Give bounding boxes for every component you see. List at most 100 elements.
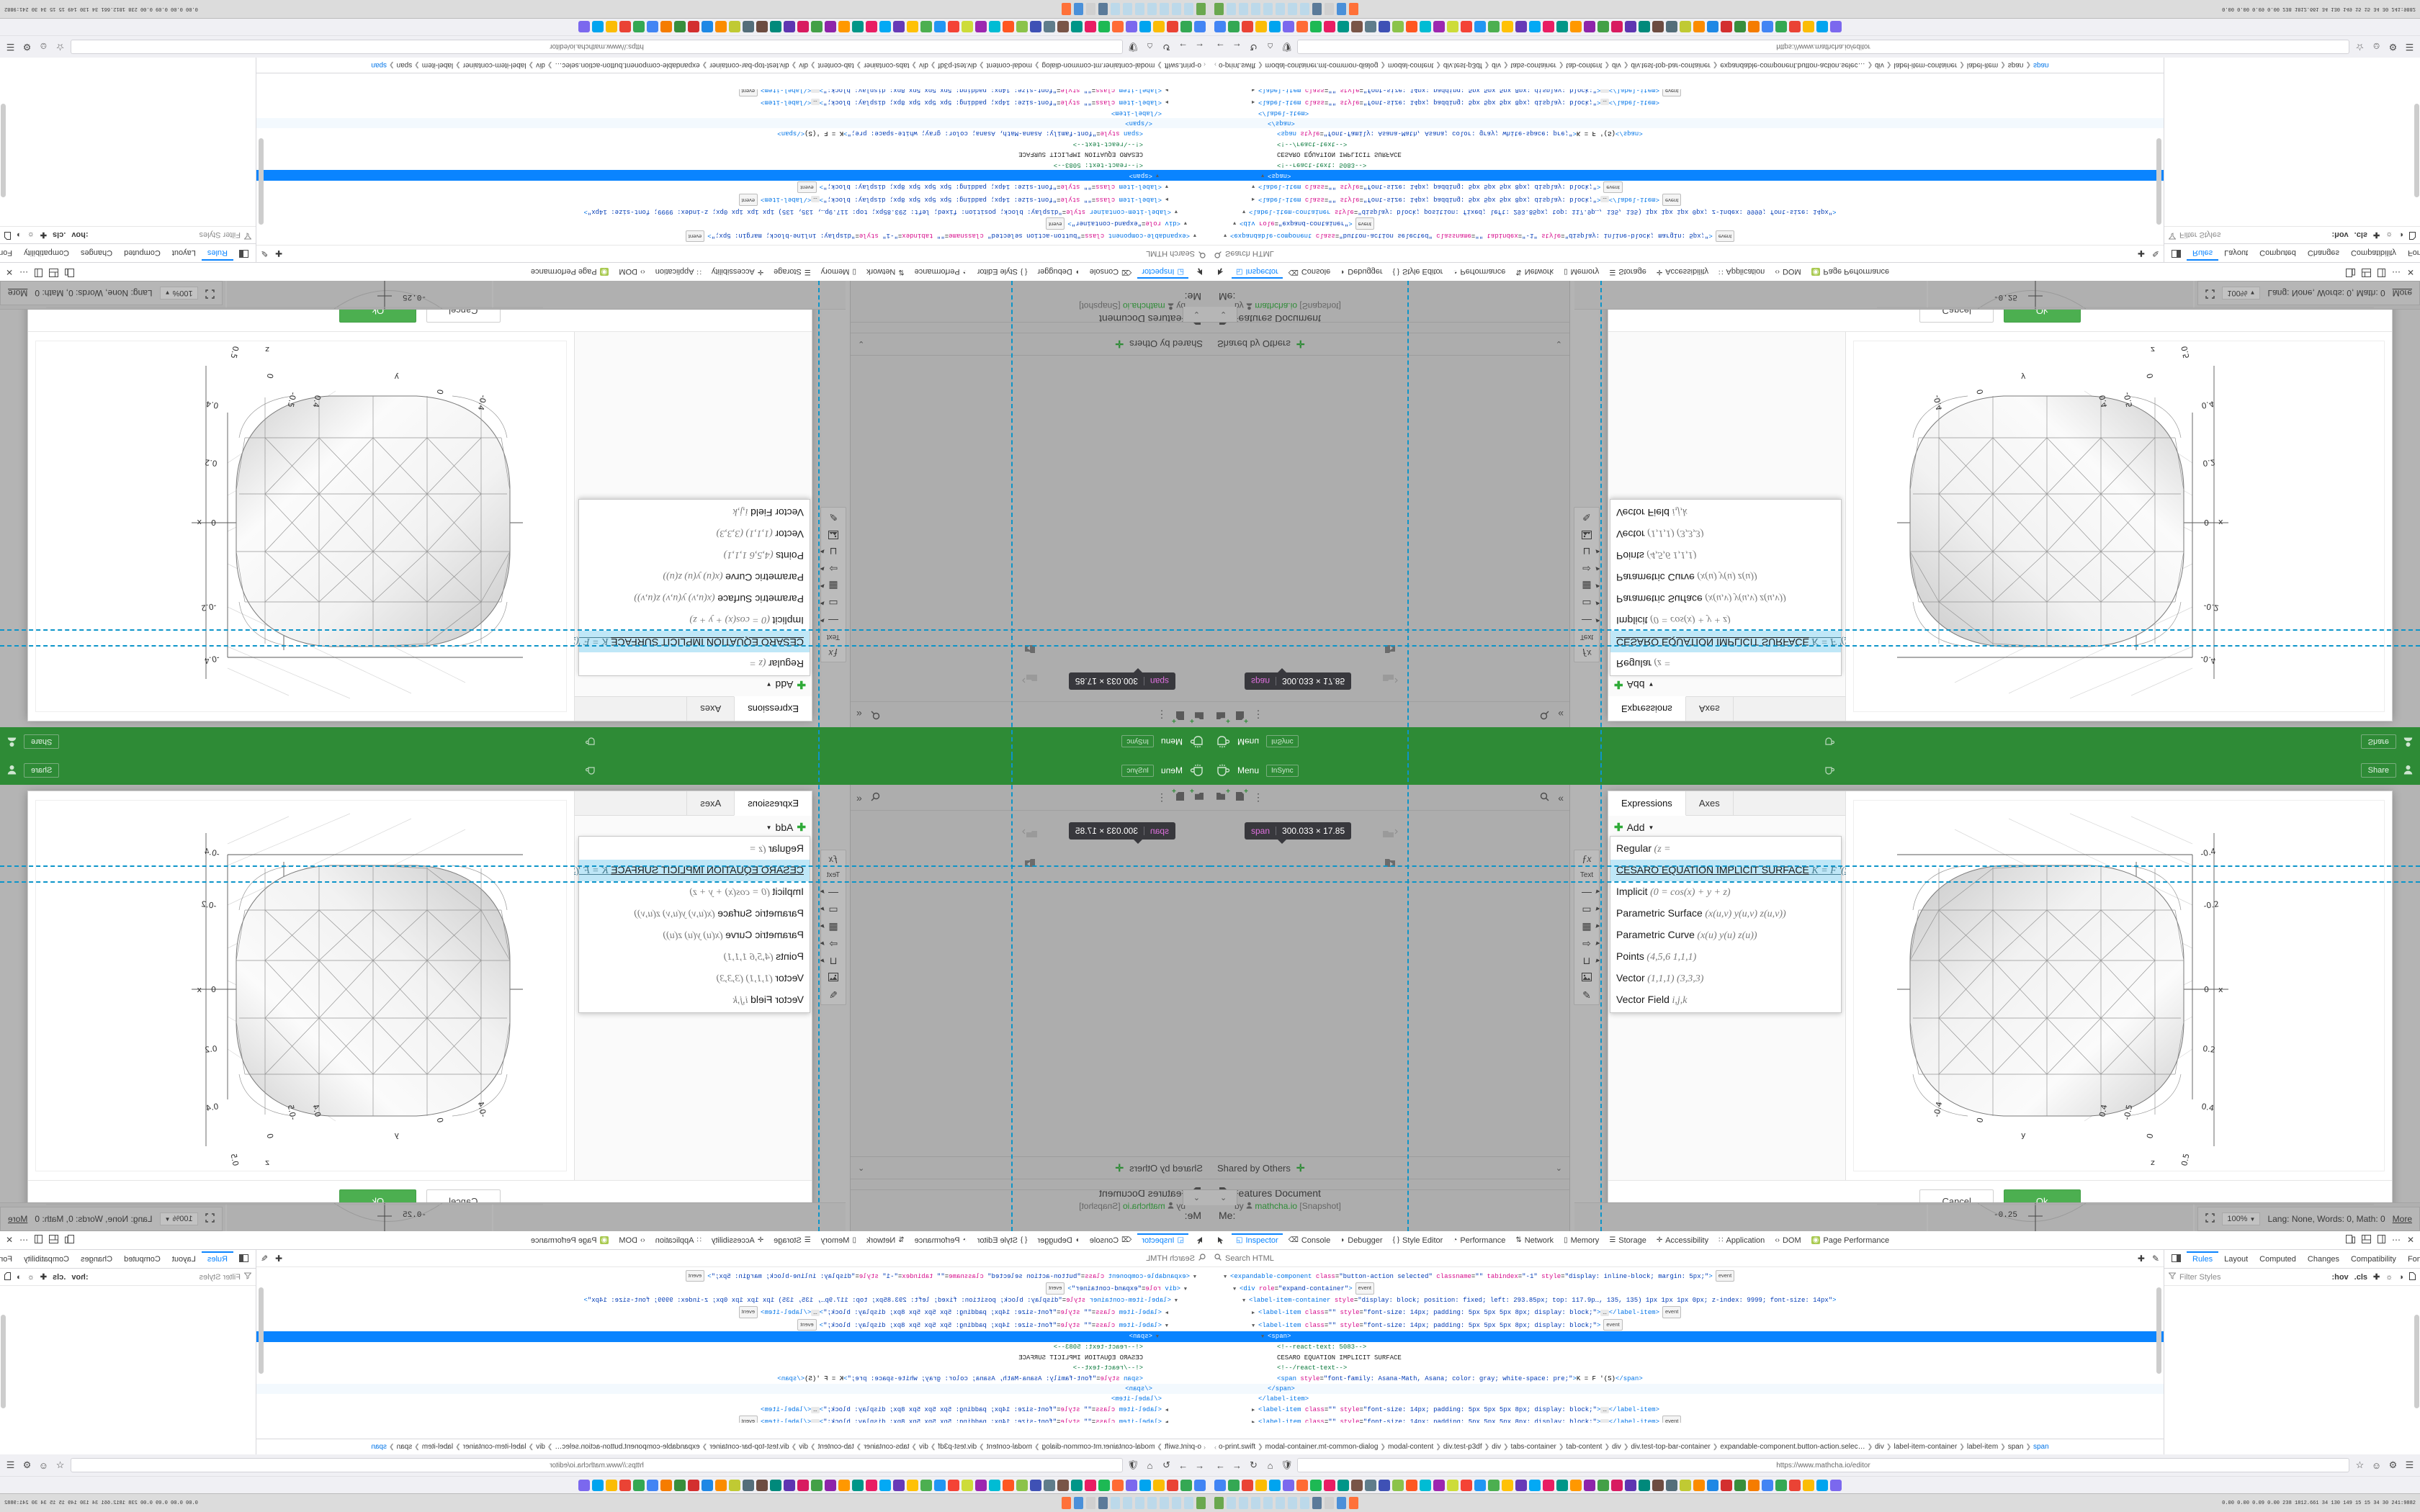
rules-scrollbar[interactable] [2414, 104, 2419, 197]
bookmark-favicon-icon[interactable] [606, 1479, 617, 1491]
expand-triangle-icon[interactable]: ▶ [1252, 1418, 1258, 1423]
bookmark-favicon-icon[interactable] [920, 21, 932, 33]
bookmark-favicon-icon[interactable] [1474, 1479, 1486, 1491]
filter-styles-input[interactable]: Filter Styles [199, 1272, 241, 1282]
close-icon[interactable]: ✕ [2406, 267, 2414, 277]
bookmark-favicon-icon[interactable] [1139, 1479, 1151, 1491]
breadcrumb-item[interactable]: label-item [421, 1443, 454, 1451]
arrow-tool-icon[interactable]: ⇨ ▶ [1582, 563, 1600, 575]
bookmark-favicon-icon[interactable] [1085, 21, 1096, 33]
dom-tree-line[interactable]: ▶<label-item class="" style="font-size: … [256, 1416, 1210, 1423]
devtools-tab-application[interactable]: ∷ Application [651, 265, 706, 279]
expand-triangle-icon[interactable]: ▼ [1155, 171, 1159, 178]
grid-tool-icon[interactable]: ▦ ▶ [820, 580, 838, 592]
bookmark-favicon-icon[interactable] [1639, 21, 1650, 33]
breadcrumb-item[interactable]: modal-container.mt-common-dialog [1265, 1443, 1379, 1451]
element-picker-icon[interactable] [1190, 265, 1207, 279]
dom-tree-line[interactable]: <span style="font-family: Asana-Math, As… [1277, 130, 1643, 138]
hover-pseudo-button[interactable]: :hov [2331, 230, 2349, 240]
devtools-tab-application[interactable]: ∷ Application [1714, 265, 1769, 279]
dom-tree-line[interactable]: ▼<label-item class="" style="font-size: … [256, 1318, 1210, 1331]
bookmark-favicon-icon[interactable] [688, 21, 699, 33]
address-bar[interactable]: https://www.mathcha.io/editor [71, 1458, 1123, 1472]
devtools-tab-storage[interactable]: ☰ Storage [769, 1233, 815, 1248]
bookmark-favicon-icon[interactable] [838, 21, 850, 33]
taskbar-window-button[interactable] [1288, 1497, 1297, 1509]
responsive-design-icon[interactable] [2345, 1235, 2355, 1246]
line-tool-icon[interactable]: — ▶ [1582, 886, 1600, 897]
bookmark-favicon-icon[interactable] [1392, 1479, 1404, 1491]
chevrons-left-icon[interactable]: « [1558, 708, 1564, 721]
expression-option-implicit[interactable]: Implicit (0 = cos(x) + y + z) [1610, 609, 1841, 631]
pencil-icon[interactable]: ✎ [261, 248, 269, 259]
event-badge[interactable]: event [1355, 217, 1375, 230]
bookmark-favicon-icon[interactable] [1666, 21, 1677, 33]
search-input[interactable]: Search HTML [1225, 249, 1274, 258]
bookmark-favicon-icon[interactable] [1242, 21, 1253, 33]
expression-option-points[interactable]: Points (4,5,6 1,1,1) [579, 946, 810, 968]
pencil-icon[interactable]: ✎ [2151, 248, 2159, 259]
bookmark-favicon-icon[interactable] [1652, 1479, 1664, 1491]
star-icon[interactable]: ☆ [55, 1459, 65, 1470]
breadcrumb-scroll-left-icon[interactable]: ‹ [1214, 1443, 1216, 1451]
shared-by-others-header[interactable]: Shared by Others ✛ ⌄ [1210, 1156, 1569, 1179]
taskbar-window-button[interactable] [1276, 3, 1285, 15]
rectangle-tool-icon[interactable]: ▭ ▶ [820, 903, 838, 914]
breadcrumb-item[interactable]: div [799, 1443, 808, 1451]
split-console-icon[interactable] [2361, 1235, 2371, 1246]
chevrons-left-icon[interactable]: « [856, 708, 862, 721]
dom-tree-line[interactable]: CESARO EQUATION IMPLICIT SURFACE [1277, 1354, 1402, 1362]
expression-option-implicit[interactable]: Implicit (0 = cos(x) + y + z) [579, 609, 810, 631]
bookmark-favicon-icon[interactable] [1707, 1479, 1718, 1491]
bookmark-favicon-icon[interactable] [1639, 1479, 1650, 1491]
expand-triangle-icon[interactable]: ▶ [1165, 195, 1168, 202]
expand-triangle-icon[interactable]: ▼ [1233, 1287, 1237, 1293]
split-console-icon[interactable] [49, 266, 59, 277]
bookmark-favicon-icon[interactable] [702, 21, 713, 33]
bookmark-favicon-icon[interactable] [1447, 1479, 1458, 1491]
rules-tab-fonts[interactable]: Fonts [0, 248, 13, 258]
breadcrumb-item[interactable]: div [919, 61, 928, 69]
taskbar-window-button[interactable] [1349, 3, 1358, 15]
bookmark-favicon-icon[interactable] [1406, 1479, 1417, 1491]
fullscreen-icon[interactable] [205, 1213, 215, 1225]
breadcrumb-item[interactable]: span [396, 61, 413, 69]
breadcrumb[interactable]: ‹ o-print.swift ❯ modal-container.mt-common… [1210, 1439, 2164, 1454]
meatball-menu-icon[interactable]: ⋯ [2391, 1235, 2401, 1245]
expression-option-regular[interactable]: Regular (z = [1610, 652, 1841, 674]
event-badge[interactable]: event [1662, 1416, 1682, 1423]
bookmark-favicon-icon[interactable] [825, 1479, 836, 1491]
tab-expressions[interactable]: Expressions [1608, 791, 1686, 816]
reload-icon[interactable]: ↻ [1162, 1459, 1170, 1470]
bookmark-favicon-icon[interactable] [811, 21, 823, 33]
devtools-tab-storage[interactable]: ☰ Storage [1605, 265, 1651, 279]
bookmark-favicon-icon[interactable] [1228, 1479, 1240, 1491]
bookmark-favicon-icon[interactable] [1570, 1479, 1582, 1491]
bookmark-favicon-icon[interactable] [1030, 21, 1041, 33]
share-button[interactable]: Share [2360, 763, 2396, 778]
bookmark-favicon-icon[interactable] [948, 1479, 959, 1491]
dom-tree-line[interactable]: </span> [1210, 117, 2164, 128]
bookmark-favicon-icon[interactable] [1255, 1479, 1267, 1491]
devtools-tab-debugger[interactable]: ◗ Debugger [1336, 1233, 1386, 1248]
chevrons-down-icon[interactable]: ⌄ [1210, 307, 1238, 322]
bookmark-favicon-icon[interactable] [1112, 21, 1124, 33]
expression-option-vector[interactable]: Vector (1,1,1) (3,3,3) [1610, 523, 1841, 544]
bookmark-favicon-icon[interactable] [1392, 21, 1404, 33]
breadcrumb-item[interactable]: div.test-top-bar-container [1631, 61, 1711, 69]
filter-styles-input[interactable]: Filter Styles [199, 230, 241, 240]
rules-tab-rules[interactable]: Rules [202, 1251, 233, 1267]
search-input[interactable]: Search HTML [1146, 1254, 1195, 1263]
back-arrow-icon[interactable]: ← [1195, 1459, 1204, 1471]
taskbar-window-button[interactable] [1300, 3, 1309, 15]
bookmark-favicon-icon[interactable] [1228, 21, 1240, 33]
bookmark-favicon-icon[interactable] [1153, 21, 1165, 33]
dom-tree-line[interactable]: ▼<label-item-container style="display: b… [256, 206, 1210, 217]
breadcrumb-item[interactable]: o-print.swift [1219, 1443, 1256, 1451]
reload-icon[interactable]: ↻ [1250, 42, 1258, 53]
bookmark-favicon-icon[interactable] [1071, 21, 1083, 33]
event-badge[interactable]: event [685, 230, 705, 242]
expression-option-cesaro-equation-implicit-sur[interactable]: CESARO EQUATION IMPLICIT SURFACE K = F ′… [1610, 860, 1853, 881]
